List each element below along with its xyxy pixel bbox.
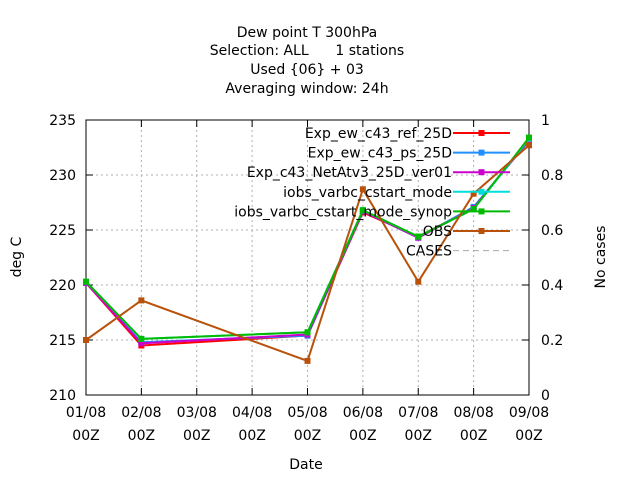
x-tick-label: 05/08: [287, 405, 327, 421]
x-tick-sublabel: 00Z: [349, 428, 376, 444]
x-tick-label: 06/08: [343, 405, 383, 421]
x-tick-label: 07/08: [398, 405, 438, 421]
x-tick-sublabel: 00Z: [72, 428, 99, 444]
x-tick-sublabel: 00Z: [128, 428, 155, 444]
x-tick-sublabel: 00Z: [405, 428, 432, 444]
x-tick-label: 08/08: [453, 405, 493, 421]
data-point-iobs_varbc_cstart_mode_synop: [470, 206, 477, 213]
legend-marker: [478, 188, 485, 195]
y-tick-label: 225: [49, 223, 76, 239]
y2-tick-label: 0: [541, 388, 550, 404]
data-point-iobs_varbc_cstart_mode_synop: [359, 207, 366, 214]
y-tick-label: 235: [49, 113, 76, 129]
legend-label: OBS: [423, 224, 452, 240]
legend-label: Exp_ew_c43_ps_25D: [308, 146, 452, 162]
x-tick-label: 02/08: [121, 405, 161, 421]
data-point-iobs_varbc_cstart_mode_synop: [304, 329, 311, 336]
data-point-iobs_varbc_cstart_mode_synop: [415, 233, 422, 240]
data-point-iobs_varbc_cstart_mode_synop: [526, 134, 532, 141]
y2-tick-label: 0.2: [541, 333, 563, 349]
legend-marker: [478, 169, 485, 176]
y2-tick-label: 1: [541, 113, 550, 129]
data-point-OBS: [83, 337, 89, 343]
y2-tick-label: 0.4: [541, 278, 563, 294]
title-line-1: Dew point T 300hPa: [237, 25, 377, 41]
data-point-OBS: [470, 190, 477, 197]
y2-tick-label: 0.8: [541, 168, 563, 184]
data-point-OBS: [359, 186, 366, 193]
data-point-OBS: [415, 278, 422, 285]
legend-marker: [478, 130, 485, 136]
data-point-OBS: [138, 297, 145, 304]
data-point-iobs_varbc_cstart_mode_synop: [83, 278, 89, 285]
y2-axis-label: No cases: [593, 226, 609, 289]
y-tick-label: 215: [49, 333, 76, 349]
legend-marker: [478, 208, 485, 215]
x-tick-sublabel: 00Z: [238, 428, 265, 444]
x-tick-sublabel: 00Z: [183, 428, 210, 444]
y-tick-label: 220: [49, 278, 76, 294]
x-tick-sublabel: 00Z: [294, 428, 321, 444]
legend-marker: [478, 228, 485, 234]
legend-label: CASES: [406, 244, 452, 260]
y-tick-label: 210: [49, 388, 76, 404]
title-line-2: Selection: ALL 1 stations: [210, 43, 404, 59]
legend-label: iobs_varbc_cstart_mode: [283, 185, 452, 201]
x-axis-label: Date: [289, 457, 322, 473]
y-axis-label: deg C: [9, 236, 25, 277]
legend-label: Exp_c43_NetAtv3_25D_ver01: [247, 165, 452, 181]
chart-title: Dew point T 300hPa Selection: ALL 1 stat…: [210, 25, 404, 97]
x-tick-sublabel: 00Z: [515, 428, 542, 444]
legend-marker: [478, 149, 485, 156]
x-tick-sublabel: 00Z: [460, 428, 487, 444]
title-line-3: Used {06} + 03: [250, 62, 364, 78]
x-tick-label: 04/08: [232, 405, 272, 421]
title-line-4: Averaging window: 24h: [225, 81, 388, 97]
data-point-iobs_varbc_cstart_mode_synop: [138, 335, 145, 342]
axes: 210 215 220 225 230 235 0 0.2 0.4 0.6 0.8 1 01/08 00Z…: [49, 113, 563, 444]
x-tick-label: 09/08: [509, 405, 549, 421]
legend-label: iobs_varbc_cstart_mode_synop: [234, 204, 452, 220]
x-tick-label: 01/08: [66, 405, 106, 421]
data-point-OBS: [304, 357, 311, 364]
grid: [86, 120, 529, 395]
y2-tick-label: 0.6: [541, 223, 563, 239]
plot-series: [83, 134, 532, 364]
legend-label: Exp_ew_c43_ref_25D: [305, 126, 452, 142]
data-point-OBS: [526, 142, 532, 149]
y-tick-label: 230: [49, 168, 76, 184]
x-tick-label: 03/08: [177, 405, 217, 421]
legend: Exp_ew_c43_ref_25D Exp_ew_c43_ps_25D Exp_c…: [234, 126, 510, 260]
data-point-Exp_c43_NetAtv3_25D_ver01: [138, 340, 145, 347]
